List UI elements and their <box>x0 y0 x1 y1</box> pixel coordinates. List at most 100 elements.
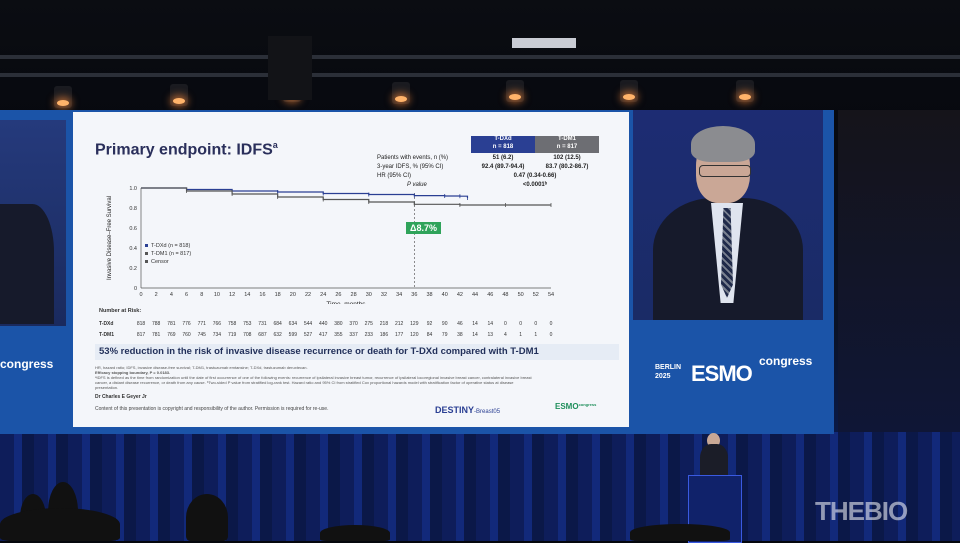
x-tick-label: 40 <box>442 292 448 298</box>
risk-cell: 758 <box>227 321 237 327</box>
risk-cell: 186 <box>379 332 389 338</box>
risk-cell: 766 <box>212 321 222 327</box>
legend-label: Censor <box>151 259 169 265</box>
y-tick-label: 0.2 <box>129 266 137 272</box>
x-tick-label: 50 <box>518 292 524 298</box>
stage-light <box>54 86 72 108</box>
x-tick-label: 12 <box>229 292 235 298</box>
risk-cell: 781 <box>167 321 176 327</box>
stage-light <box>170 84 188 106</box>
risk-cell: 84 <box>426 332 433 338</box>
risk-cell: 769 <box>167 332 176 338</box>
risk-cell: 817 <box>136 332 146 338</box>
km-chart: 00.20.40.60.81.00 2 4 6 8 10 12 14 16 18 20 22 24 26 2… <box>107 186 554 304</box>
footnote: Efficacy stopping boundary, P = 0.0183. <box>95 370 171 375</box>
risk-cell: 92 <box>426 321 433 327</box>
y-tick-label: 0.4 <box>129 246 137 252</box>
speaker-cabinet <box>268 36 312 100</box>
risk-cell: 0 <box>549 321 553 327</box>
x-tick-label: 42 <box>457 292 463 298</box>
table-row: P value <0.0001ᵇ <box>407 182 548 188</box>
destiny-logo: DESTINY-Breast05 <box>435 405 501 415</box>
delta-badge: Δ8.7% <box>406 222 441 234</box>
risk-cell: 46 <box>457 321 463 327</box>
esmo-suffix: congress <box>759 354 813 368</box>
audience-head <box>186 494 228 541</box>
esmo-small-logo: ESMOcongress <box>555 402 597 411</box>
risk-cell: 218 <box>379 321 389 327</box>
risk-cell: 527 <box>303 332 313 338</box>
speaker-hair <box>691 126 755 162</box>
x-tick-label: 0 <box>139 292 142 298</box>
risk-cell: 0 <box>519 321 523 327</box>
risk-cell: 731 <box>258 321 267 327</box>
y-tick-label: 1.0 <box>129 186 137 192</box>
x-tick-label: 48 <box>502 292 508 298</box>
km-curve <box>141 187 551 206</box>
left-video-panel <box>0 120 66 326</box>
presenter-name: Dr Charles E Geyer Jr <box>95 394 147 400</box>
y-tick-label: 0.6 <box>129 226 137 232</box>
risk-cell: 753 <box>243 321 252 327</box>
x-tick-label: 46 <box>487 292 493 298</box>
stage-light <box>392 82 410 104</box>
lighting-truss <box>0 55 960 59</box>
risk-cell: 212 <box>394 321 404 327</box>
x-axis-label: Time, months <box>326 301 366 304</box>
esmo-congress-logo: BERLIN 2025 ESMO congress <box>655 354 812 387</box>
risk-cell: 79 <box>441 332 448 338</box>
x-tick-label: 44 <box>472 292 478 298</box>
risk-cell: 719 <box>227 332 237 338</box>
lighting-truss <box>0 73 960 77</box>
risk-cell: 734 <box>212 332 222 338</box>
table-row: Patients with events, n (%) 51 (6.2) 102 (… <box>377 155 581 161</box>
watermark: THEBIO <box>815 496 908 526</box>
risk-cell: 370 <box>349 321 358 327</box>
y-tick-label: 0 <box>134 286 137 292</box>
risk-cell: 0 <box>549 332 553 338</box>
risk-title: Number at Risk: <box>99 308 142 314</box>
copyright-notice: Content of this presentation is copyrigh… <box>95 406 329 412</box>
risk-cell: 0 <box>534 321 538 327</box>
risk-cell: 13 <box>487 332 494 338</box>
stage-light <box>506 80 524 102</box>
risk-cell: 776 <box>182 321 191 327</box>
risk-cell: 14 <box>472 321 478 327</box>
x-tick-label: 10 <box>214 292 220 298</box>
risk-cell: 38 <box>457 332 463 338</box>
table-header-tdxd: T-DXd n = 818 <box>471 136 535 153</box>
slide: Primary endpoint: IDFSa T-DXd n = 818 T-D… <box>73 112 629 427</box>
x-tick-label: 14 <box>244 292 250 298</box>
speaker-tie <box>721 208 733 298</box>
x-tick-label: 30 <box>366 292 372 298</box>
risk-cell: 233 <box>364 332 373 338</box>
x-tick-label: 32 <box>381 292 387 298</box>
table-row: 3-year IDFS, % (95% CI) 92.4 (89.7-94.4) 8… <box>377 164 589 170</box>
footnote: HR, hazard ratio; IDFS, invasive disease… <box>95 365 308 370</box>
y-axis-label: Invasive Disease–Free Survival <box>107 196 113 280</box>
footnote: cancer, a distant disease recurrence, or… <box>95 380 514 385</box>
risk-cell: 818 <box>136 321 146 327</box>
light-bar <box>512 38 576 48</box>
stage-light <box>736 80 754 102</box>
risk-cell: 4 <box>504 332 507 338</box>
risk-cell: 380 <box>334 321 343 327</box>
risk-cell: 129 <box>410 321 419 327</box>
risk-cell: 599 <box>288 332 298 338</box>
risk-row-label: T-DM1 <box>99 332 114 338</box>
risk-cell: 177 <box>394 332 404 338</box>
x-tick-label: 8 <box>200 292 203 298</box>
key-finding-banner: 53% reduction in the risk of invasive di… <box>95 344 619 360</box>
x-tick-label: 34 <box>396 292 402 298</box>
risk-cell: 632 <box>273 332 282 338</box>
x-tick-label: 52 <box>533 292 539 298</box>
risk-cell: 687 <box>258 332 267 338</box>
speaker-glasses <box>699 165 751 177</box>
risk-cell: 0 <box>504 321 507 327</box>
audience-head <box>630 524 730 541</box>
x-tick-label: 36 <box>411 292 417 298</box>
esmo-city-year: BERLIN 2025 <box>655 364 682 380</box>
risk-cell: 788 <box>152 321 161 327</box>
table-row: HR (95% CI) 0.47 (0.34-0.66) <box>377 173 557 179</box>
left-congress-label: congress <box>0 357 54 371</box>
